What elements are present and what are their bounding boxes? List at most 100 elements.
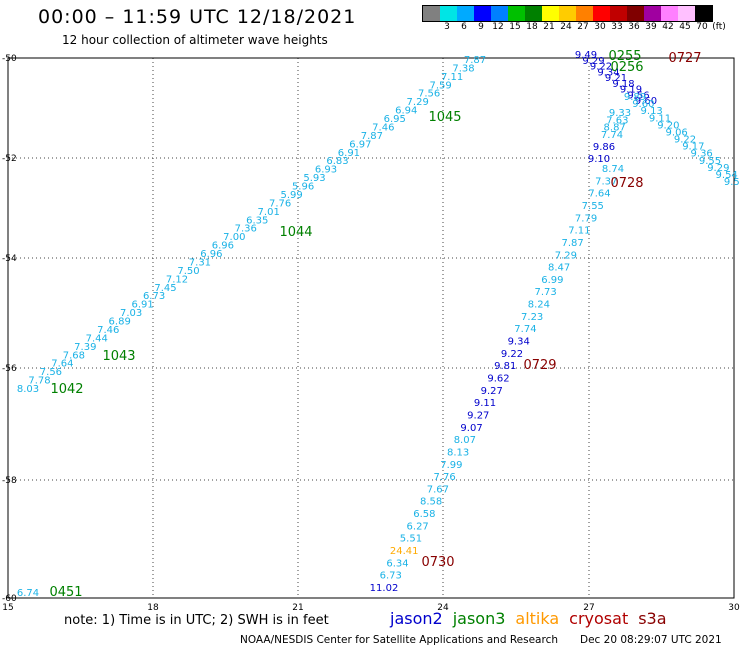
pass-id-label: 0730 [421, 555, 454, 570]
track-a-value: 6.35 [246, 215, 268, 226]
color-swatch [644, 6, 661, 21]
color-tick-label: 3 [444, 22, 450, 32]
color-tick-label: 9 [478, 22, 484, 32]
track-b-value: 7.73 [535, 287, 557, 298]
track-a-value: 7.56 [40, 367, 62, 378]
track-c-value: 9.33 [609, 108, 631, 119]
cluster-value: 9.19 [620, 85, 642, 96]
track-a-value: 6.89 [109, 317, 131, 328]
track-b-value: 6.27 [407, 521, 429, 532]
generated-timestamp: Dec 20 08:29:07 UTC 2021 [580, 634, 722, 646]
pass-id-label: 0728 [610, 176, 643, 191]
track-a-value: 7.38 [452, 63, 474, 74]
track-b-value: 5.51 [400, 534, 422, 545]
track-b-value: 9.62 [487, 374, 509, 385]
color-scale-bar [422, 5, 713, 22]
track-b-value: 7.29 [555, 250, 577, 261]
color-swatch [678, 6, 695, 21]
legend-item: jason3 [452, 609, 506, 628]
color-swatch [610, 6, 627, 21]
track-b-value: 7.67 [427, 484, 449, 495]
track-a-value: 7.56 [418, 89, 440, 100]
track-b-value: 8.07 [454, 435, 476, 446]
color-tick-label: (ft) [712, 22, 726, 32]
track-b-value: 7.76 [433, 472, 455, 483]
color-swatch [661, 6, 678, 21]
track-b-value: 9.27 [481, 386, 503, 397]
diag-right-value: 9.06 [666, 127, 688, 138]
diag-right-value: 9.50 [724, 177, 740, 188]
track-a-value: 7.76 [269, 198, 291, 209]
track-b-value: 7.99 [440, 460, 462, 471]
cluster-value: 9.49 [575, 50, 597, 61]
lon-tick-label: 27 [583, 603, 594, 613]
color-swatch [440, 6, 457, 21]
track-a-value: 6.83 [326, 156, 348, 167]
track-a-value: 6.94 [395, 106, 417, 117]
track-a-value: 7.45 [154, 283, 176, 294]
track-b-value: 9.11 [474, 398, 496, 409]
diag-right-value: 9.29 [707, 163, 729, 174]
lat-tick-label: -52 [2, 154, 17, 164]
cluster-value: 9.18 [612, 79, 634, 90]
diag-right-value: 9.22 [674, 135, 696, 146]
track-b-value: 8.58 [420, 497, 442, 508]
color-swatch [525, 6, 542, 21]
track-b-value: 7.87 [561, 238, 583, 249]
pass-id-label: 0727 [668, 51, 701, 66]
track-b-value: 8.13 [447, 447, 469, 458]
diag-right-value: 9.55 [699, 156, 721, 167]
cluster-value: 9.29 [582, 56, 604, 67]
lon-tick-label: 15 [2, 603, 13, 613]
track-a-value: 5.99 [280, 190, 302, 201]
track-a-value: 7.44 [86, 333, 108, 344]
lon-tick-label: 30 [728, 603, 740, 613]
satellite-legend: jason2 jason3 altika cryosat s3a [390, 609, 677, 628]
track-c-value: 8.87 [604, 123, 626, 134]
pass-id-label: 0451 [49, 585, 82, 600]
track-a-value: 6.91 [338, 148, 360, 159]
cluster-value: 9.22 [590, 62, 612, 73]
legend-item: s3a [638, 609, 667, 628]
track-b-extra-value: 9.10 [588, 154, 610, 165]
pass-id-label: 1043 [102, 349, 135, 364]
color-tick-label: 6 [461, 22, 467, 32]
track-a-value: 6.73 [143, 291, 165, 302]
track-b-value: 7.74 [514, 324, 536, 335]
track-b-value: 6.58 [413, 509, 435, 520]
track-b-value: 7.64 [588, 189, 610, 200]
track-a-value: 6.95 [384, 114, 406, 125]
legend-item: jason2 [390, 609, 443, 628]
axis-labels: 15 18 21 24 27 30 -50 -52 -54 -56 -58 -60 [2, 54, 740, 613]
color-swatch [423, 6, 440, 21]
track-c-value: 7.74 [601, 130, 623, 141]
color-swatch [491, 6, 508, 21]
footer-note: note: 1) Time is in UTC; 2) SWH is in fe… [64, 613, 329, 628]
color-swatch [627, 6, 644, 21]
credit-text: NOAA/NESDIS Center for Satellite Applica… [240, 634, 558, 646]
diag-right-value: 9.36 [691, 149, 713, 160]
track-b-value: 9.27 [467, 410, 489, 421]
color-tick-label: 12 [492, 22, 504, 32]
track-a-value: 7.59 [429, 80, 451, 91]
color-swatch [695, 6, 712, 21]
track-start-value: 6.74 [17, 588, 39, 599]
track-a-value: 7.39 [74, 342, 96, 353]
track-b-value: 9.34 [508, 337, 530, 348]
cluster-value: 9.34 [597, 67, 619, 78]
track-a-value: 6.93 [315, 165, 337, 176]
track-b-value: 7.55 [582, 201, 604, 212]
track-b-value: 9.07 [460, 423, 482, 434]
diag-right-value: 9.60 [632, 99, 654, 110]
track-a-value: 7.87 [361, 131, 383, 142]
diag-right-value: 9.54 [716, 170, 738, 181]
cluster-value: 9.21 [605, 73, 627, 84]
track-a-value: 7.36 [235, 224, 257, 235]
track-b-value: 11.02 [370, 583, 399, 594]
color-tick-label: 24 [560, 22, 572, 32]
pass-id-label: 0729 [523, 358, 556, 373]
track-b-value: 7.37 [595, 176, 617, 187]
lat-tick-label: -60 [2, 594, 17, 604]
track-a-value: 7.50 [177, 266, 199, 277]
